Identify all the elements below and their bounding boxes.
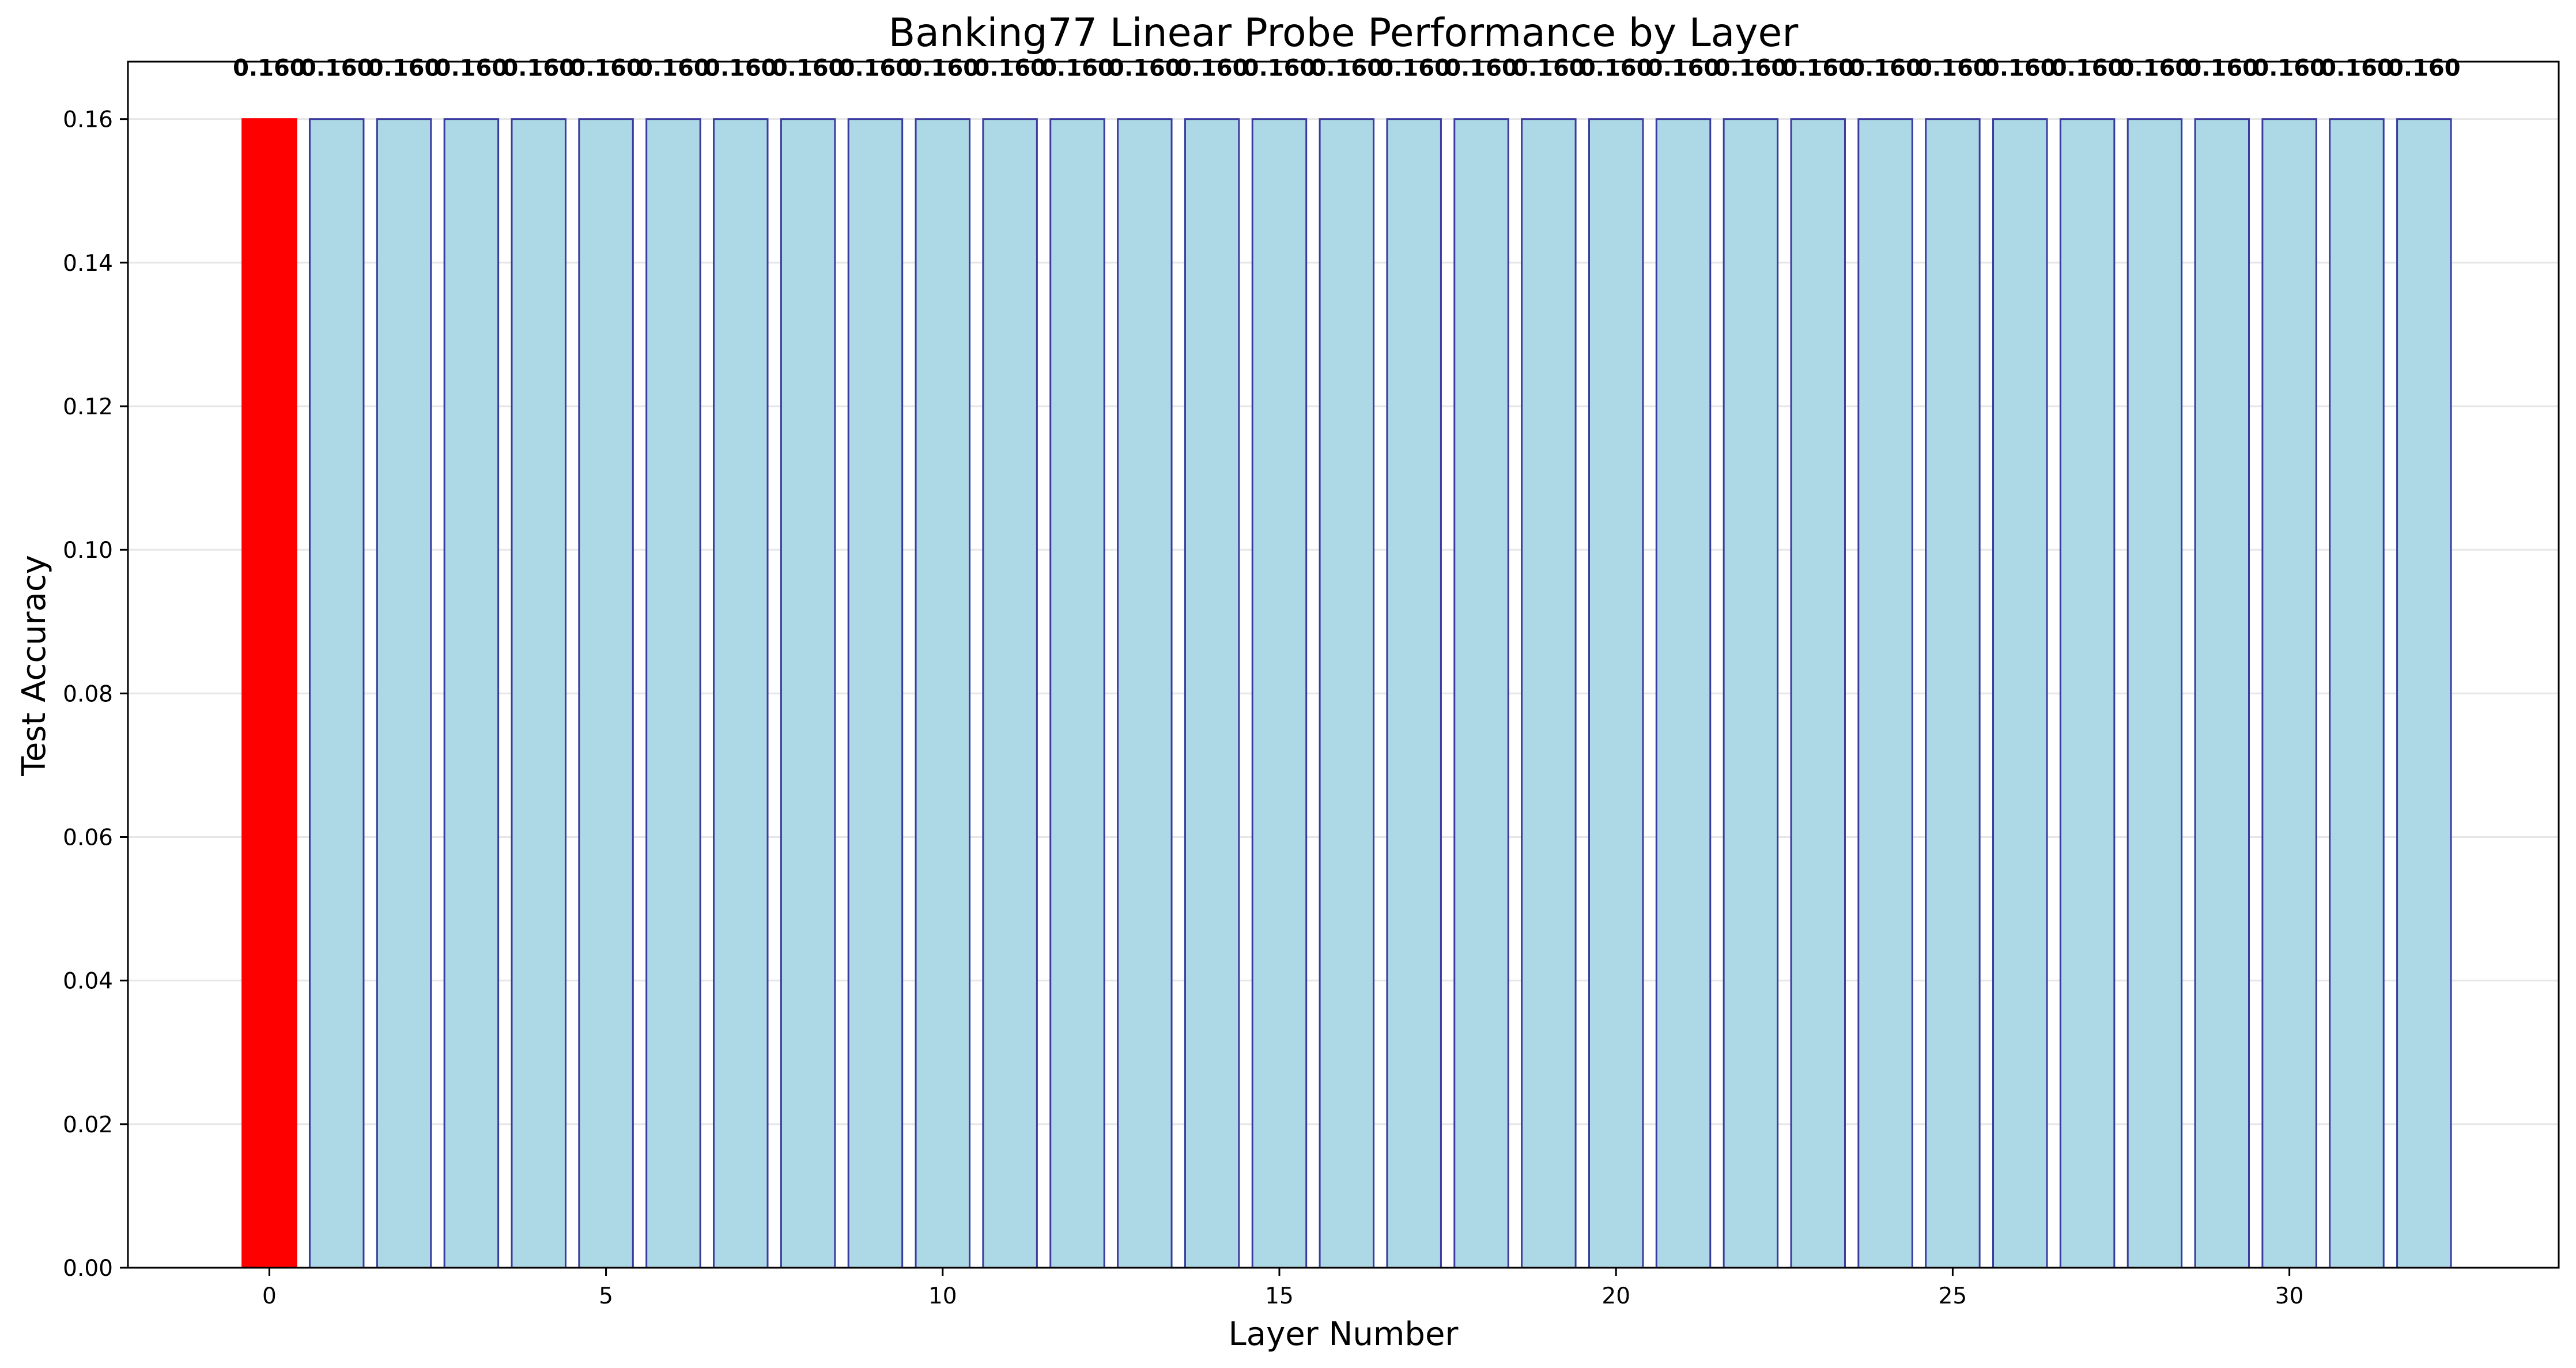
y-tick-label: 0.04: [63, 969, 113, 995]
y-tick-label: 0.14: [63, 251, 113, 277]
data-label: 0.160: [772, 55, 845, 82]
data-label: 0.160: [569, 55, 643, 82]
bar-layer-0: [241, 118, 297, 1269]
data-label: 0.160: [704, 55, 777, 82]
data-label: 0.160: [1176, 55, 1249, 82]
bar-layer-17: [1386, 118, 1442, 1269]
bar-layer-23: [1790, 118, 1846, 1269]
data-label: 0.160: [1445, 55, 1518, 82]
y-tick-label: 0.12: [63, 394, 113, 420]
bar-layer-31: [2329, 118, 2385, 1269]
data-label: 0.160: [2051, 55, 2124, 82]
data-label: 0.160: [1108, 55, 1181, 82]
data-label: 0.160: [1512, 55, 1585, 82]
data-label: 0.160: [1984, 55, 2057, 82]
bar-layer-11: [982, 118, 1038, 1269]
y-tick-label: 0.16: [63, 107, 113, 133]
data-label: 0.160: [2320, 55, 2393, 82]
y-tick-label: 0.10: [63, 538, 113, 564]
data-label: 0.160: [973, 55, 1047, 82]
plot-frame: [127, 61, 2560, 1269]
bar-layer-30: [2261, 118, 2317, 1269]
x-tick-label: 5: [599, 1283, 613, 1309]
data-label: 0.160: [2186, 55, 2259, 82]
bar-layer-19: [1521, 118, 1577, 1269]
x-tick-label: 30: [2275, 1283, 2304, 1309]
x-tick-label: 15: [1265, 1283, 1294, 1309]
x-tick-label: 10: [928, 1283, 957, 1309]
bar-layer-9: [847, 118, 904, 1269]
bar-layer-15: [1251, 118, 1308, 1269]
bar-layer-5: [578, 118, 634, 1269]
data-labels: 0.1600.1600.1600.1600.1600.1600.1600.160…: [233, 55, 2460, 82]
bar-layer-26: [1992, 118, 2048, 1269]
data-label: 0.160: [2253, 55, 2326, 82]
data-label: 0.160: [2118, 55, 2192, 82]
bar-layer-32: [2396, 118, 2452, 1269]
bar-layer-28: [2126, 118, 2183, 1269]
bar-layer-20: [1588, 118, 1644, 1269]
bar-layer-1: [308, 118, 365, 1269]
data-label: 0.160: [637, 55, 710, 82]
bar-layer-7: [713, 118, 769, 1269]
y-tick-label: 0.08: [63, 681, 113, 707]
bar-layer-18: [1453, 118, 1509, 1269]
x-tick-label: 20: [1601, 1283, 1630, 1309]
bar-layer-12: [1049, 118, 1105, 1269]
data-label: 0.160: [1781, 55, 1854, 82]
data-label: 0.160: [435, 55, 508, 82]
data-label: 0.160: [906, 55, 980, 82]
x-tick-label: 0: [262, 1283, 277, 1309]
bar-layer-21: [1655, 118, 1712, 1269]
bar-layer-16: [1319, 118, 1375, 1269]
data-label: 0.160: [1041, 55, 1114, 82]
data-label: 0.160: [1243, 55, 1316, 82]
y-tick-label: 0.06: [63, 825, 113, 851]
bar-layer-24: [1857, 118, 1913, 1269]
bar-layer-27: [2059, 118, 2116, 1269]
bar-layer-4: [511, 118, 566, 1269]
data-label: 0.160: [1916, 55, 1989, 82]
bar-layer-2: [376, 118, 432, 1269]
data-label: 0.160: [300, 55, 373, 82]
bars: [241, 118, 2452, 1269]
data-label: 0.160: [1714, 55, 1788, 82]
bar-layer-29: [2194, 118, 2250, 1269]
data-label: 0.160: [502, 55, 575, 82]
data-label: 0.160: [839, 55, 912, 82]
y-axis-ticks: 0.00 0.02 0.04 0.06 0.08 0.10 0.12 0.14 0.16: [63, 107, 128, 1282]
y-axis-label: Test Accuracy: [16, 555, 53, 777]
bar-layer-10: [915, 118, 971, 1269]
bar-layer-22: [1723, 118, 1779, 1269]
y-tick-label: 0.02: [63, 1112, 113, 1138]
data-label: 0.160: [2388, 55, 2461, 82]
data-label: 0.160: [1580, 55, 1653, 82]
x-tick-label: 25: [1939, 1283, 1967, 1309]
data-label: 0.160: [1310, 55, 1384, 82]
bar-layer-6: [645, 118, 701, 1269]
x-axis-label: Layer Number: [1229, 1316, 1459, 1353]
data-label: 0.160: [1849, 55, 1922, 82]
data-label: 0.160: [1647, 55, 1720, 82]
data-label: 0.160: [368, 55, 441, 82]
bar-layer-3: [443, 118, 500, 1269]
bar-layer-14: [1184, 118, 1240, 1269]
bar-layer-8: [780, 118, 836, 1269]
y-tick-label: 0.00: [63, 1256, 113, 1282]
chart-title: Banking77 Linear Probe Performance by La…: [889, 10, 1799, 56]
bar-layer-13: [1117, 118, 1173, 1269]
data-label: 0.160: [1377, 55, 1451, 82]
data-label: 0.160: [233, 55, 306, 82]
x-axis-ticks: 0 5 10 15 20 25 30: [262, 1268, 2303, 1309]
bar-layer-25: [1925, 118, 1981, 1269]
